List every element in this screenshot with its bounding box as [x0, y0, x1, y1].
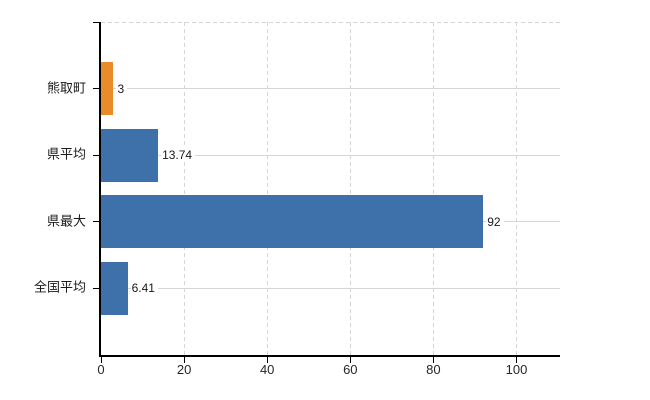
bar [101, 128, 159, 182]
vertical-gridline [349, 22, 351, 355]
category-tick-label: 熊取町 [46, 80, 86, 96]
x-axis-line [99, 355, 560, 357]
bar-value-label: 13.74 [161, 148, 196, 163]
horizontal-gridline [101, 287, 560, 289]
vertical-gridline [183, 22, 185, 355]
plot-area: 3 13.74 92 6.41 [101, 22, 560, 355]
vertical-gridline [516, 22, 517, 355]
x-axis-tick [100, 357, 102, 363]
vertical-gridline [266, 22, 268, 355]
bar-value-label: 6.41 [130, 281, 158, 296]
y-axis-tick [93, 221, 100, 223]
category-tick-label: 全国平均 [33, 279, 86, 295]
x-axis-tick-label: 0 [97, 362, 105, 377]
bar-value-label: 3 [116, 81, 128, 96]
x-axis-tick-label: 40 [259, 362, 275, 377]
x-axis-tick [349, 357, 351, 363]
x-axis-tick-label: 80 [426, 362, 441, 377]
category-tick-label: 県平均 [46, 146, 86, 162]
vertical-gridline [432, 22, 434, 355]
bar [101, 261, 128, 315]
y-axis-tick [93, 21, 100, 23]
horizontal-gridline [101, 154, 560, 156]
x-axis-tick-label: 60 [343, 362, 358, 377]
y-axis-tick [93, 287, 100, 289]
plot-top-border [101, 22, 560, 23]
bar [101, 195, 484, 249]
y-axis-tick [93, 88, 100, 90]
x-axis-tick [183, 357, 185, 363]
y-axis-tick [93, 154, 100, 156]
x-axis-tick [266, 357, 268, 363]
bar-value-label: 92 [486, 214, 504, 229]
horizontal-gridline [101, 88, 560, 90]
x-axis-tick [432, 357, 434, 363]
category-tick-label: 県最大 [46, 213, 86, 229]
bar [101, 62, 114, 116]
x-axis-tick-label: 20 [176, 362, 192, 377]
x-axis-tick-label: 100 [505, 362, 528, 377]
x-axis-tick [516, 357, 517, 363]
y-axis-line [99, 22, 101, 356]
